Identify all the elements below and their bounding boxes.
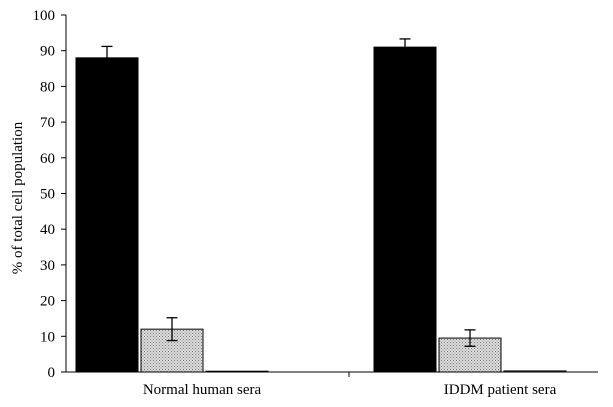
y-tick-label-10: 10 xyxy=(40,329,55,345)
y-axis-label: % of total cell population xyxy=(10,121,26,274)
x-category-label-1: Normal human sera xyxy=(143,382,262,398)
y-tick-label-100: 100 xyxy=(33,8,56,24)
bar-s1-c2 xyxy=(373,46,437,373)
y-tick-label-0: 0 xyxy=(48,365,56,381)
bar-s1-c1 xyxy=(75,57,139,373)
y-tick-label-40: 40 xyxy=(40,222,55,238)
y-tick-label-90: 90 xyxy=(40,44,55,60)
y-tick-label-60: 60 xyxy=(40,151,55,167)
y-tick-label-80: 80 xyxy=(40,79,55,95)
y-tick-label-50: 50 xyxy=(40,187,55,203)
x-category-label-2: IDDM patient sera xyxy=(444,382,557,398)
y-tick-label-70: 70 xyxy=(40,115,55,131)
y-tick-label-20: 20 xyxy=(40,294,55,310)
y-tick-label-30: 30 xyxy=(40,258,55,274)
